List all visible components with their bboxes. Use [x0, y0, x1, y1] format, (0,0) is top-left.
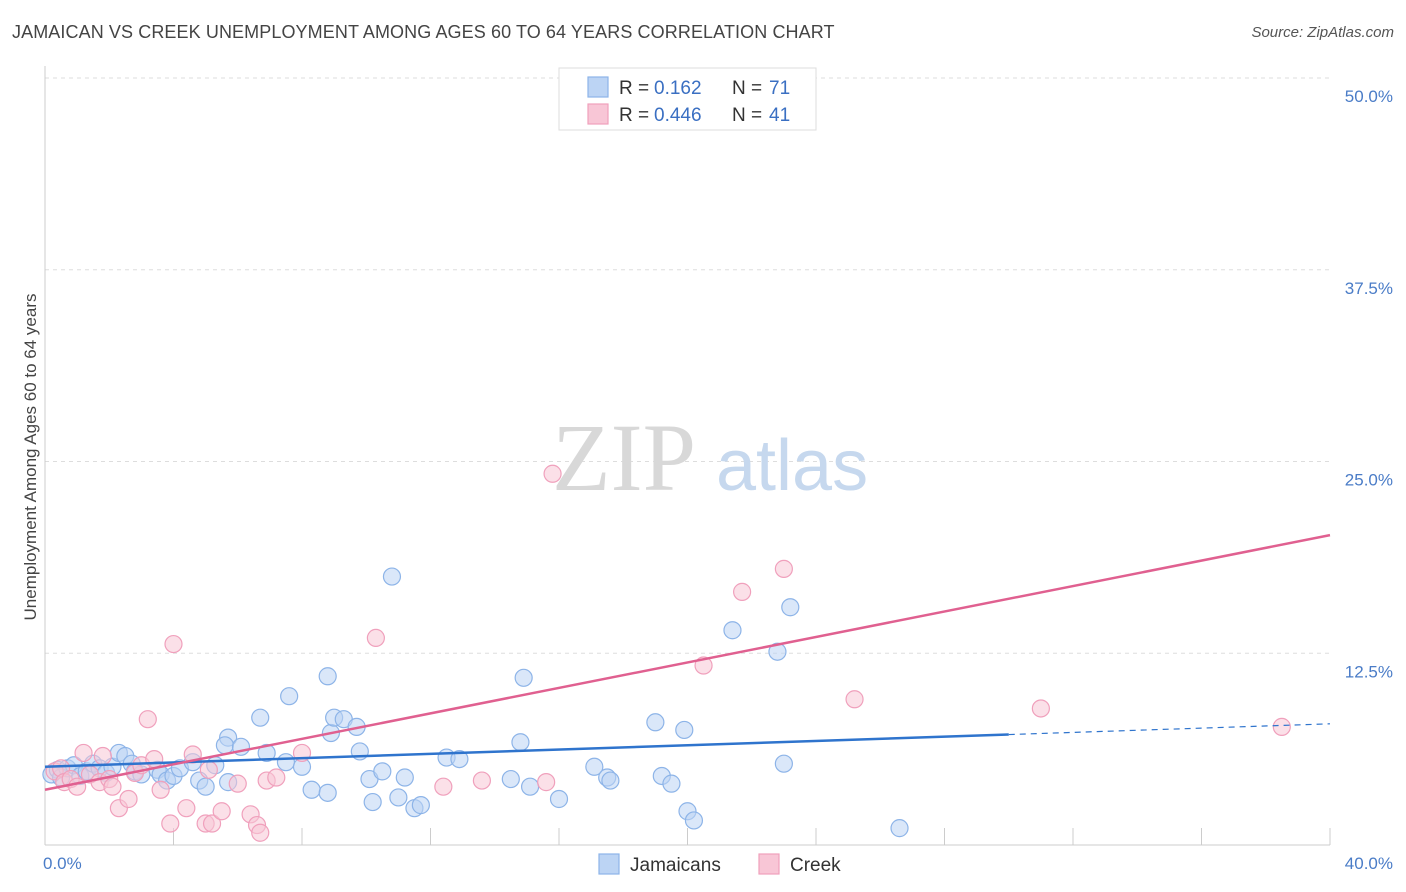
point-creek [472, 771, 491, 790]
series-legend-label-creek: Creek [790, 855, 841, 876]
point-jamaicans [514, 668, 533, 687]
point-jamaicans [318, 667, 337, 686]
point-creek [164, 634, 183, 654]
axes [44, 66, 1331, 846]
watermark-atlas: atlas [716, 426, 868, 506]
y-tick-label: 25.0% [1345, 471, 1393, 490]
x-tick-label: 40.0% [1345, 854, 1393, 873]
y-tick-label: 37.5% [1345, 279, 1393, 298]
legend-swatch-creek [587, 103, 609, 125]
point-creek [845, 690, 864, 709]
point-creek [366, 628, 385, 648]
point-jamaicans [585, 757, 604, 776]
point-jamaicans [257, 743, 276, 763]
point-jamaicans [215, 736, 234, 755]
x-tick-labels: 0.0% 40.0% [43, 854, 1393, 873]
point-creek [1031, 699, 1050, 718]
x-tick-label: 0.0% [43, 854, 82, 873]
series-legend-swatch-jamaicans [598, 853, 620, 875]
point-creek [74, 743, 93, 763]
point-jamaicans [251, 708, 270, 727]
point-jamaicans [302, 780, 321, 799]
legend-swatch-jamaicans [587, 76, 609, 98]
point-creek [119, 789, 138, 809]
point-creek [537, 773, 556, 792]
point-jamaicans [318, 783, 337, 802]
point-creek [733, 582, 752, 601]
point-jamaicans [890, 819, 909, 838]
chart-title: JAMAICAN VS CREEK UNEMPLOYMENT AMONG AGE… [12, 22, 835, 42]
point-creek [93, 746, 112, 766]
legend-n-value: 41 [769, 105, 790, 126]
y-tick-labels: 12.5% 25.0% 37.5% 50.0% [1345, 87, 1393, 681]
point-creek [161, 814, 180, 833]
point-jamaicans [276, 753, 296, 772]
series-legend: Jamaicans Creek [598, 853, 841, 876]
point-creek [103, 777, 122, 796]
point-creek [267, 768, 286, 787]
point-creek [199, 760, 218, 779]
point-creek [212, 802, 231, 821]
point-jamaicans [723, 621, 742, 640]
point-jamaicans [662, 774, 681, 793]
legend-n-value: 71 [769, 78, 790, 99]
y-tick-label: 50.0% [1345, 87, 1393, 106]
point-jamaicans [520, 777, 540, 796]
point-jamaicans [601, 771, 620, 790]
stats-legend: R = 0.162 N = 71 R = 0.446 N = 41 [558, 67, 817, 131]
y-axis-label: Unemployment Among Ages 60 to 64 years [21, 294, 40, 621]
point-jamaicans [382, 567, 402, 586]
legend-n-label: N = [732, 78, 762, 99]
point-jamaicans [280, 687, 299, 706]
point-creek [202, 814, 222, 833]
trend-lines [44, 533, 1331, 792]
point-jamaicans [774, 754, 793, 773]
legend-r-value: 0.162 [654, 78, 702, 99]
watermark-zip: ZIP [552, 404, 696, 511]
point-creek [228, 774, 247, 793]
trend-line-jamaicans [44, 733, 1009, 769]
point-jamaicans [646, 713, 665, 732]
point-creek [543, 464, 562, 483]
legend-r-label: R = [619, 105, 649, 126]
point-creek [177, 799, 196, 818]
legend-r-value: 0.446 [654, 105, 702, 126]
point-creek [1272, 717, 1291, 736]
gridlines [45, 77, 1330, 654]
point-jamaicans [768, 642, 787, 661]
chart-source: Source: ZipAtlas.com [1251, 24, 1394, 41]
point-jamaicans [363, 792, 382, 812]
trend-line-jamaicans-extension [1008, 723, 1331, 736]
point-jamaicans [411, 796, 430, 815]
series-legend-swatch-creek [758, 853, 780, 875]
point-creek [251, 823, 270, 842]
series-legend-label-jamaicans: Jamaicans [630, 855, 721, 876]
y-tick-label: 12.5% [1345, 662, 1393, 681]
point-creek [774, 559, 793, 578]
point-jamaicans [450, 749, 469, 769]
point-creek [434, 777, 453, 796]
point-jamaicans [781, 598, 800, 617]
trend-line-creek [44, 533, 1331, 792]
point-creek [151, 780, 170, 799]
point-creek [138, 710, 157, 729]
point-jamaicans [684, 811, 704, 830]
point-creek [68, 777, 87, 796]
point-jamaicans [389, 788, 408, 807]
point-jamaicans [395, 768, 414, 787]
legend-n-label: N = [732, 105, 762, 126]
point-jamaicans [196, 777, 215, 796]
point-jamaicans [549, 789, 569, 809]
point-creek [145, 749, 164, 769]
watermark: ZIP atlas [552, 404, 868, 511]
legend-r-label: R = [619, 78, 649, 99]
point-jamaicans [675, 720, 694, 740]
point-jamaicans [511, 733, 530, 752]
point-jamaicans [373, 762, 392, 781]
point-jamaicans [501, 769, 520, 789]
